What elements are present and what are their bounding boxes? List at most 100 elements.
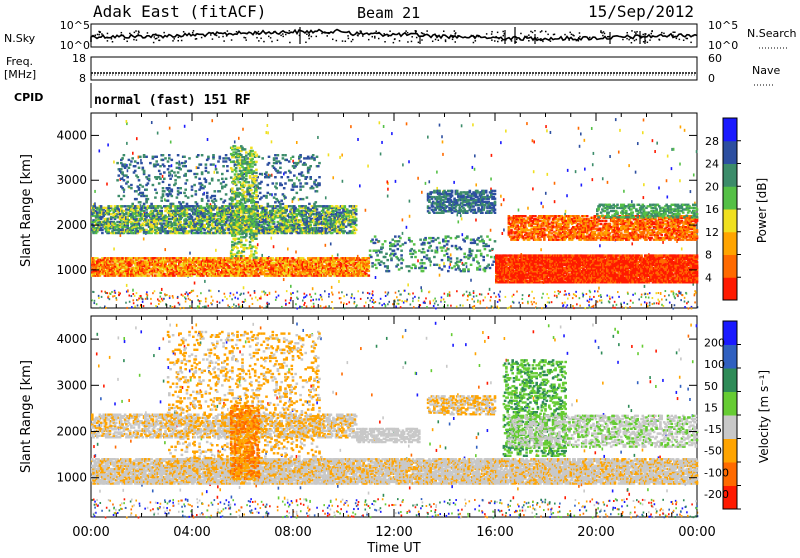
nsearch-dot bbox=[579, 36, 581, 38]
velocity-speck bbox=[687, 388, 689, 391]
velocity-noise bbox=[284, 504, 286, 506]
velocity-speck bbox=[553, 336, 555, 339]
velocity-noise bbox=[634, 506, 636, 508]
power-noise bbox=[652, 297, 654, 299]
power-speck bbox=[673, 148, 675, 151]
velocity-speck bbox=[476, 436, 478, 439]
power-speck bbox=[474, 154, 476, 157]
power-noise bbox=[292, 292, 294, 294]
velocity-noise bbox=[683, 499, 685, 501]
velocity-noise bbox=[97, 505, 99, 507]
velocity-noise bbox=[144, 508, 146, 510]
power-mid-scatter bbox=[477, 262, 480, 264]
velocity-noise bbox=[455, 504, 457, 506]
power-speck bbox=[357, 138, 359, 141]
nsearch-dot bbox=[627, 34, 629, 36]
velocity-noise bbox=[400, 504, 402, 506]
nsearch-dot bbox=[156, 38, 158, 40]
nsearch-dot bbox=[256, 37, 258, 39]
nsearch-dot bbox=[243, 37, 245, 39]
power-noise bbox=[365, 302, 367, 304]
velocity-noise bbox=[653, 516, 655, 518]
velocity-speck bbox=[278, 487, 280, 490]
velocity-speck bbox=[437, 420, 439, 423]
power-mid-scatter bbox=[438, 267, 441, 269]
velocity-noise bbox=[206, 516, 208, 518]
velocity-noise bbox=[94, 507, 96, 509]
velocity-noise bbox=[604, 510, 606, 512]
velocity-noise bbox=[668, 513, 670, 515]
power-speck bbox=[527, 207, 529, 210]
velocity-speck bbox=[214, 455, 216, 458]
power-noise bbox=[101, 290, 103, 292]
power-near-band bbox=[173, 274, 176, 276]
power-noise bbox=[507, 307, 509, 309]
velocity-noise bbox=[412, 505, 414, 507]
nsearch-dot bbox=[158, 40, 160, 42]
velocity-speck bbox=[637, 352, 639, 355]
power-mid-scatter bbox=[489, 267, 492, 269]
power-speck bbox=[671, 148, 673, 151]
power-speck bbox=[406, 226, 408, 229]
velocity-noise bbox=[492, 511, 494, 513]
nsearch-dot bbox=[351, 41, 353, 43]
velocity-noise bbox=[391, 504, 393, 506]
power-speck bbox=[584, 168, 586, 171]
velocity-speck bbox=[115, 446, 117, 449]
power-near-band bbox=[195, 265, 198, 267]
power-mid-scatter bbox=[463, 268, 466, 270]
velocity-speck bbox=[217, 405, 219, 408]
power-mid-scatter bbox=[447, 248, 450, 250]
power-mid-scatter bbox=[436, 251, 439, 253]
power-mid-scatter bbox=[370, 256, 373, 258]
power-mid-scatter bbox=[443, 265, 446, 267]
velocity-noise bbox=[239, 515, 241, 517]
velocity-noise bbox=[329, 514, 331, 516]
power-speck bbox=[679, 179, 681, 182]
nsearch-dot bbox=[311, 36, 313, 38]
velocity-noise bbox=[228, 504, 230, 506]
power-noise bbox=[344, 307, 346, 309]
power-mid-scatter bbox=[423, 256, 426, 258]
velocity-noise bbox=[286, 510, 288, 512]
velocity-noise bbox=[208, 504, 210, 506]
nsearch-dot bbox=[195, 34, 197, 36]
velocity-speck bbox=[124, 340, 126, 343]
power-noise bbox=[290, 297, 292, 299]
power-speck bbox=[545, 125, 547, 128]
power-speck bbox=[409, 215, 411, 218]
power-noise bbox=[638, 298, 640, 300]
velocity-noise bbox=[356, 499, 358, 501]
power-mid-scatter bbox=[486, 254, 489, 256]
power-noise bbox=[572, 297, 574, 299]
power-noise bbox=[473, 301, 475, 303]
power-noise bbox=[304, 293, 306, 295]
power-mid-scatter bbox=[462, 264, 465, 266]
velocity-noise bbox=[167, 502, 169, 504]
velocity-noise bbox=[365, 499, 367, 501]
power-speck bbox=[442, 140, 444, 143]
nsearch-dot bbox=[634, 31, 636, 33]
velocity-noise bbox=[196, 514, 198, 516]
power-noise bbox=[354, 301, 356, 303]
nsearch-dot bbox=[457, 35, 459, 37]
power-speck bbox=[662, 241, 664, 244]
power-speck bbox=[132, 289, 134, 292]
velocity-noise bbox=[696, 505, 698, 507]
nsearch-dot bbox=[227, 30, 229, 32]
power-speck bbox=[631, 242, 633, 245]
power-noise bbox=[399, 294, 401, 296]
velocity-noise bbox=[552, 512, 554, 514]
power-noise bbox=[303, 297, 305, 299]
power-speck bbox=[169, 127, 171, 130]
velocity-speck bbox=[576, 399, 578, 402]
velocity-noise bbox=[459, 513, 461, 515]
nsearch-dot bbox=[359, 30, 361, 32]
power-noise bbox=[554, 291, 556, 293]
velocity-noise bbox=[549, 516, 551, 518]
velocity-speck bbox=[647, 488, 649, 491]
power-mid-scatter bbox=[422, 270, 425, 272]
velocity-noise bbox=[524, 501, 526, 503]
nsearch-dot bbox=[571, 34, 573, 36]
power-noise bbox=[281, 306, 283, 308]
